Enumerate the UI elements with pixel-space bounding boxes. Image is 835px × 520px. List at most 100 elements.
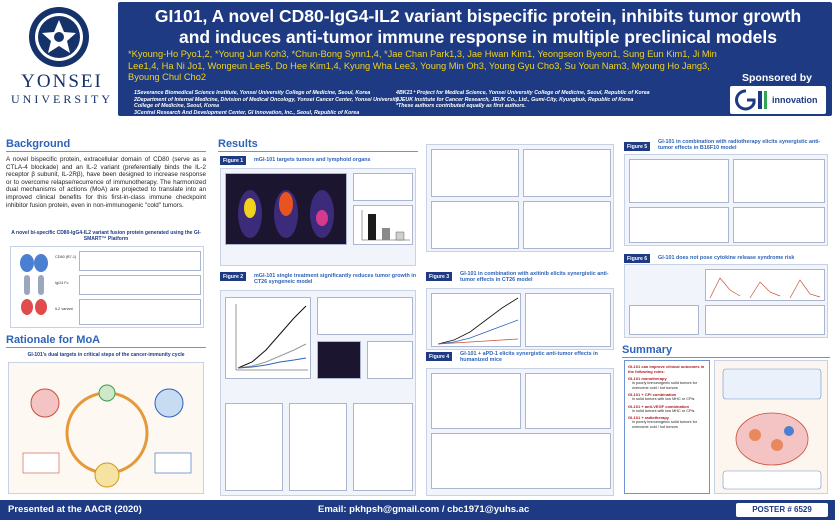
summary-box: GI-101 can improve clinical outcomes in … <box>624 360 710 494</box>
tumor-ihc-image <box>317 341 361 379</box>
figure-4-title: GI-101 + aPD-1 elicits synergistic anti-… <box>460 351 598 364</box>
figure-3-title: GI-101 in combination with axitinib elic… <box>460 271 609 284</box>
conference-note: Presented at the AACR (2020) <box>8 504 142 515</box>
figure-4-panel <box>426 368 614 496</box>
rationale-heading: Rationale for MoA <box>6 334 206 348</box>
immune-cell-scatter <box>225 403 283 491</box>
title-band: GI101, A novel CD80-IgG4-IL2 variant bis… <box>118 2 832 116</box>
tumor-ihc-quantification <box>367 341 413 379</box>
radiotherapy-growth-curve <box>629 159 729 203</box>
results-column-1: Results Figure 1 mGI-101 targets tumors … <box>218 138 418 498</box>
humanized-individual-curves <box>431 433 611 489</box>
bar-chart-icon <box>361 210 410 241</box>
affiliations-right: 4BK21⁺ Project for Medical Science, Yons… <box>396 90 716 110</box>
cancer-immunity-cycle-diagram <box>8 362 204 494</box>
humanized-tumor-images <box>525 373 611 429</box>
summary-item-head: GI-101 + anti-VEGF combination <box>628 403 690 409</box>
affiliation: 4BK21⁺ Project for Medical Science, Yons… <box>396 90 650 96</box>
structure-label: CD80 (B7-1) <box>55 255 77 259</box>
summary-item: GI-101 + anti-VEGF combination in solid … <box>628 404 706 414</box>
summary-item-sub: in poorly immunogenic solid tumors for o… <box>632 420 697 429</box>
affiliation: 1Severance Biomedical Science Institute,… <box>134 90 371 96</box>
summary-item-head: GI-101 monotherapy <box>628 376 667 381</box>
biodistribution-legend <box>353 173 413 201</box>
axitinib-growth-curve <box>431 293 521 347</box>
summary-heading: Summary <box>622 344 830 358</box>
cytokine-level-charts-top <box>705 269 825 301</box>
figure-2-panel <box>220 290 416 496</box>
results-heading: Results <box>218 138 418 152</box>
cytokine-bar-chart <box>289 403 347 491</box>
summary-item-sub: in solid tumors with low MHC or CPIs <box>632 408 695 413</box>
flow-bar-chart-2 <box>523 149 611 197</box>
university-logo: YONSEI UNIVERSITY <box>4 4 116 116</box>
poster-footer: Presented at the AACR (2020) Email: pkhp… <box>0 500 835 520</box>
fusion-protein-structure-icon <box>20 254 48 315</box>
organ-uptake-bar-chart <box>353 205 413 245</box>
platform-figure: CD80 (B7-1) IgG4 Fc IL2 variant <box>10 246 204 328</box>
humanized-growth-curve <box>431 373 521 429</box>
figure-2-tag: Figure 2 <box>220 272 247 281</box>
line-chart-icon <box>437 297 519 345</box>
title-line-1: GI101, A novel CD80-IgG4-IL2 variant bis… <box>154 6 802 26</box>
structure-label: IgG4 Fc <box>55 281 69 285</box>
results-column-3: Figure 5 GI-101 in combination with radi… <box>622 138 830 498</box>
background-text: A novel bispecific protein, extracellula… <box>6 156 206 209</box>
figure-1-panel <box>220 168 416 266</box>
mouse-imaging-icon <box>238 190 334 238</box>
author-list: *Kyoung-Ho Pyo1,2, *Young Jun Koh3, *Chu… <box>128 49 717 82</box>
figure-6-tag: Figure 6 <box>624 254 651 263</box>
radiotherapy-inhibition-chart <box>733 159 825 203</box>
figure-2-continued-panel <box>426 144 614 252</box>
line-chart-icon <box>709 277 821 299</box>
summary-item-head: GI-101 + radiotherapy <box>628 415 670 421</box>
platform-caption: A novel bi-specific CD80-IgG4-IL2 varian… <box>11 230 201 242</box>
tumor-growth-curve <box>225 297 311 379</box>
university-name: YONSEI UNIVERSITY <box>6 71 118 107</box>
figure-1-tag: Figure 1 <box>220 156 247 165</box>
poster-number: POSTER # 6529 <box>736 503 828 517</box>
il2-binding-table <box>79 299 201 325</box>
summary-item: GI-101 + CPI combination in solid tumors… <box>628 392 706 402</box>
ecd-binding-panel <box>79 251 201 271</box>
summary-item: GI-101 + radiotherapy in poorly immunoge… <box>628 415 706 429</box>
flow-bar-chart-1 <box>431 149 519 197</box>
figure-1-title: mGI-101 targets tumors and lymphoid orga… <box>254 157 371 163</box>
gi-innovation-logo-icon <box>735 89 767 111</box>
poster-header: YONSEI UNIVERSITY GI101, A novel CD80-Ig… <box>0 0 835 118</box>
structure-label: IL2 variant <box>55 307 73 311</box>
yonsei-seal-icon <box>29 7 89 67</box>
university-name-big: YONSEI <box>21 71 103 92</box>
summary-item-head: GI-101 + CPI combination <box>628 392 677 398</box>
figure-3-tag: Figure 3 <box>426 272 453 281</box>
cytokine-level-charts-bottom <box>705 305 825 335</box>
figure-2-notes <box>225 385 413 399</box>
figure-5-title: GI-101 in combination with radiotherapy … <box>658 139 821 152</box>
line-chart-icon <box>235 304 308 371</box>
immunity-cycle-icon <box>22 384 192 488</box>
figure-5-tag: Figure 5 <box>624 142 651 151</box>
affiliations-left: 1Severance Biomedical Science Institute,… <box>134 90 402 116</box>
sponsor-name: innovation <box>772 95 818 105</box>
rationale-caption: GI-101's dual targets in critical steps … <box>27 352 185 358</box>
figure-6-panel <box>624 264 828 338</box>
individual-tumor-curves <box>317 297 413 335</box>
title-line-2: and induces anti-tumor immune response i… <box>178 27 778 47</box>
sponsor-logo: innovation <box>730 86 826 114</box>
background-heading: Background <box>6 138 206 152</box>
summary-intro: GI-101 can improve clinical outcomes in … <box>628 364 705 374</box>
abscopal-site-chart <box>733 207 825 243</box>
cytokine-level-chart-left <box>629 305 699 335</box>
affiliation: 3Central Research And Development Center… <box>134 109 360 116</box>
summary-item-sub: in solid tumors with low MHC or CPIs <box>632 397 695 402</box>
summary-diagram <box>714 360 828 494</box>
biodistribution-image <box>225 173 347 245</box>
figure-2-title: mGI-101 single treatment significantly r… <box>254 273 417 286</box>
flow-bar-chart-3 <box>431 201 519 249</box>
summary-item-sub: in poorly immunogenic solid tumors for o… <box>632 381 697 390</box>
radiation-site-chart <box>629 207 729 243</box>
affiliation: 2Department of Internal Medicine, Divisi… <box>134 96 399 110</box>
experiment-design <box>629 269 699 301</box>
affiliation: 5JEUK Institute for Cancer Research, JEU… <box>396 96 634 103</box>
figure-5-panel <box>624 154 828 246</box>
